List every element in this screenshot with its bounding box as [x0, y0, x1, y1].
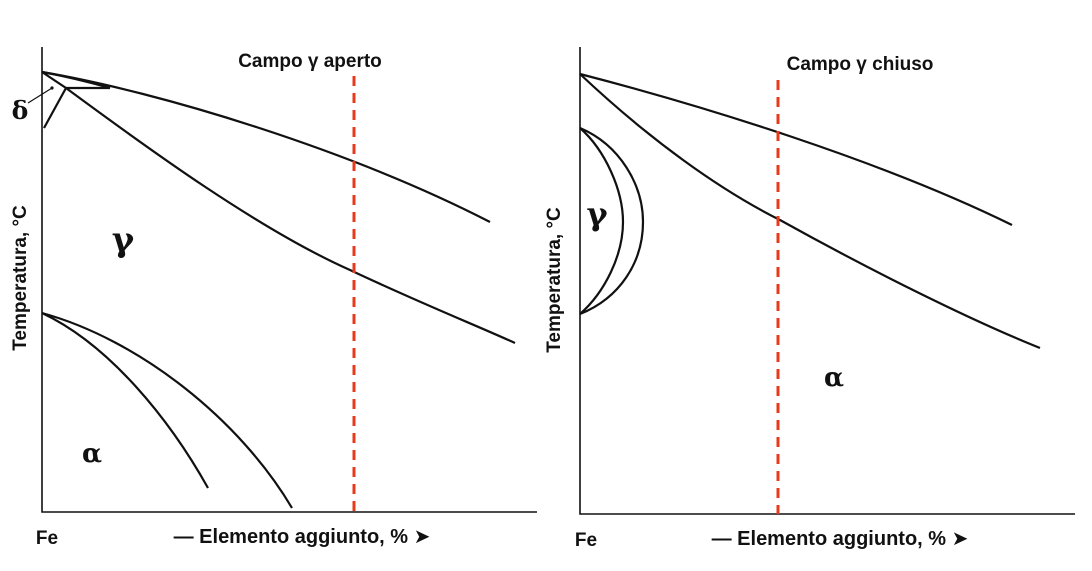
delta-pointer-line — [27, 87, 53, 104]
title-closed: Campo γ chiuso — [787, 54, 934, 75]
gamma-upper-boundary-open — [65, 87, 516, 345]
gamma-phase-label-closed: γ — [586, 195, 608, 233]
alpha-boundary-outer-open — [41, 311, 293, 509]
alpha-phase-label-closed: α — [824, 363, 844, 393]
gamma-phase-label-open: γ — [112, 220, 135, 260]
title-open: Campo γ aperto — [238, 51, 382, 72]
upper-curve-open — [41, 70, 491, 223]
delta-wedge-open — [41, 71, 68, 129]
gamma-loop-inner — [579, 127, 625, 315]
axes-open — [41, 47, 537, 513]
alpha-phase-label-open: α — [82, 439, 102, 469]
upper-curve-closed — [579, 72, 1013, 226]
alpha-boundary-inner-open — [41, 312, 209, 489]
x-axis-label-closed: — Elemento aggiunto, % ➤ — [712, 528, 969, 550]
diagram-gamma-closed: Campo γ chiuso γ α Temperatura, °C Fe — … — [544, 47, 1075, 551]
diagram-gamma-open: Campo γ aperto δ γ α Temperatura, °C Fe … — [10, 47, 537, 549]
y-axis-label-open: Temperatura, °C — [10, 205, 31, 351]
y-axis-label-closed: Temperatura, °C — [544, 207, 565, 353]
axes-closed — [579, 47, 1075, 515]
origin-label-closed: Fe — [575, 530, 597, 551]
delta-phase-label: δ — [12, 96, 29, 125]
x-axis-label-open: — Elemento aggiunto, % ➤ — [174, 526, 431, 548]
origin-label-open: Fe — [36, 528, 58, 549]
delta-pointer-dot — [50, 86, 54, 90]
lower-curve-closed — [579, 73, 1041, 350]
gamma-loop-outer — [579, 126, 645, 316]
